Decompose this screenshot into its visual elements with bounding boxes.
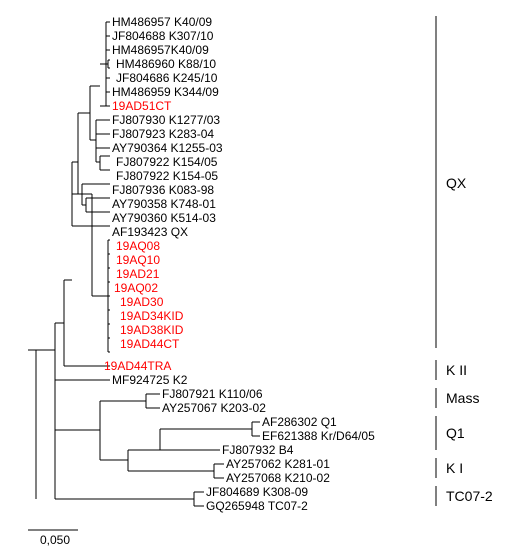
leaf-l16: 19AQ08 xyxy=(116,240,160,252)
group-label-g1: K II xyxy=(446,363,467,377)
leaf-l13: AY790358 K748-01 xyxy=(112,198,216,210)
leaf-l26: FJ807921 K110/06 xyxy=(162,388,263,400)
leaf-l20: 19AD30 xyxy=(120,296,163,308)
group-label-g5: TC07-2 xyxy=(446,489,493,503)
leaf-l8: FJ807923 K283-04 xyxy=(112,128,214,140)
leaf-l34: GQ265948 TC07-2 xyxy=(206,500,308,512)
leaf-l5: HM486959 K344/09 xyxy=(112,86,219,98)
leaf-l17: 19AQ10 xyxy=(116,254,160,266)
leaf-l2: HM486957K40/09 xyxy=(112,44,209,56)
leaf-l4: JF804686 K245/10 xyxy=(116,72,217,84)
leaf-l29: EF621388 Kr/D64/05 xyxy=(262,430,375,442)
leaf-l0: HM486957 K40/09 xyxy=(112,16,212,28)
group-label-g2: Mass xyxy=(446,391,479,405)
leaf-l3: HM486960 K88/10 xyxy=(116,58,216,70)
leaf-l33: JF804689 K308-09 xyxy=(206,486,308,498)
leaf-l7: FJ807930 K1277/03 xyxy=(112,114,220,126)
leaf-l28: AF286302 Q1 xyxy=(262,416,337,428)
scale-bar-label: 0,050 xyxy=(40,534,70,546)
leaf-l11: FJ807922 K154-05 xyxy=(116,170,218,182)
leaf-l24: 19AD44TRA xyxy=(104,360,171,372)
leaf-l9: AY790364 K1255-03 xyxy=(112,142,223,154)
leaf-l30: FJ807932 B4 xyxy=(222,444,293,456)
leaf-l10: FJ807922 K154/05 xyxy=(116,156,217,168)
leaf-l25: MF924725 K2 xyxy=(112,374,187,386)
group-label-g3: Q1 xyxy=(446,426,465,440)
leaf-l6: 19AD51CT xyxy=(112,100,171,112)
leaf-l21: 19AD34KID xyxy=(120,310,183,322)
group-label-g0: QX xyxy=(446,176,466,190)
leaf-l14: AY790360 K514-03 xyxy=(112,212,216,224)
group-label-g4: K I xyxy=(446,461,463,475)
leaf-l12: FJ807936 K083-98 xyxy=(112,184,214,196)
leaf-l15: AF193423 QX xyxy=(112,226,188,238)
leaf-l1: JF804688 K307/10 xyxy=(112,30,213,42)
leaf-l22: 19AD38KID xyxy=(120,324,183,336)
leaf-l32: AY257068 K210-02 xyxy=(226,472,330,484)
leaf-l31: AY257062 K281-01 xyxy=(226,458,330,470)
leaf-l23: 19AD44CT xyxy=(120,338,179,350)
leaf-l19: 19AQ02 xyxy=(114,282,158,294)
leaf-l27: AY257067 K203-02 xyxy=(162,402,266,414)
leaf-l18: 19AD21 xyxy=(116,268,159,280)
